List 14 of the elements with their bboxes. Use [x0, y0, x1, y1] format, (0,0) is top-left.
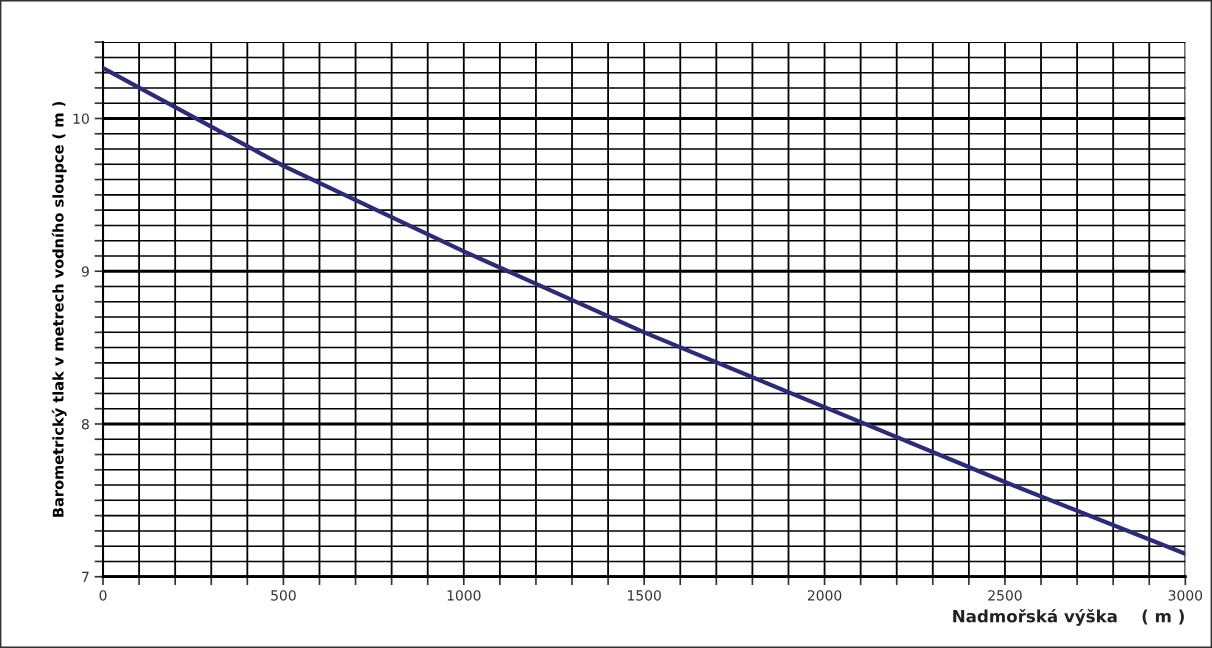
x-tick-label: 0	[99, 590, 107, 601]
line-series	[103, 66, 1186, 556]
y-tick-label: 7	[82, 571, 89, 582]
x-tick-label: 2000	[807, 590, 842, 601]
y-tick-label: 8	[81, 418, 89, 430]
x-tick-label: 1500	[628, 590, 661, 601]
x-axis-title: Nadmořská výška ( m )	[953, 608, 1184, 626]
x-tick-label: 500	[271, 590, 296, 601]
x-tick-label: 2500	[988, 590, 1022, 601]
y-tick-label: 10	[73, 113, 89, 124]
y-tick-label: 9	[81, 266, 89, 277]
x-tick-label: 3000	[1168, 590, 1203, 601]
x-tick-label: 1000	[447, 590, 481, 601]
y-axis-title: Barometrický tlak v metrech vodního sloupce ( m )	[51, 101, 67, 517]
